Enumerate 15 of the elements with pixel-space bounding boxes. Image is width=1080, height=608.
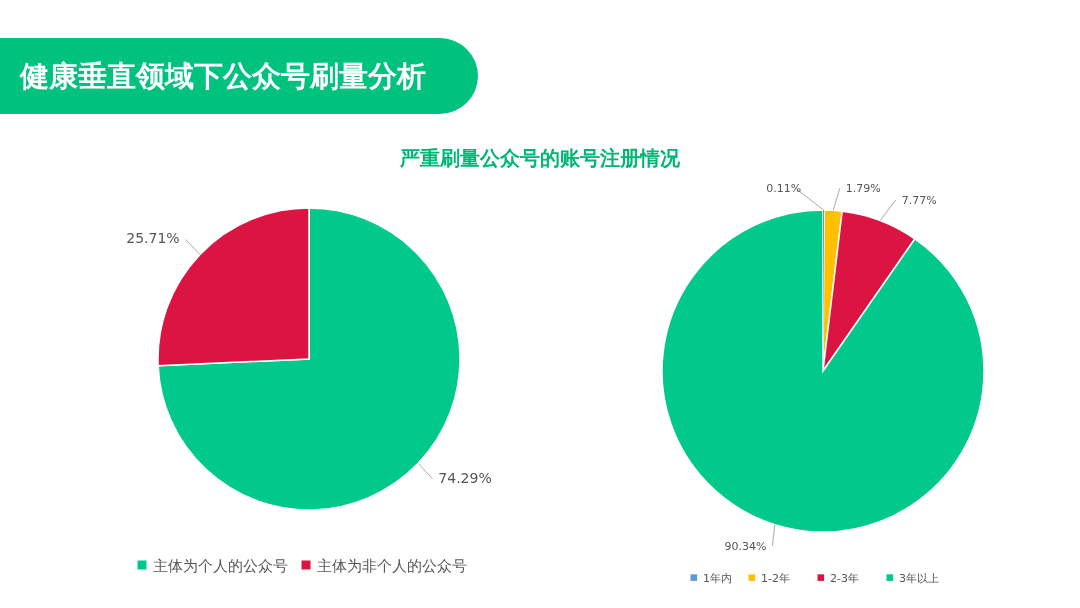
legend-label: 主体为非个人的公众号 xyxy=(316,557,467,575)
legend-label: 3年以上 xyxy=(899,572,940,585)
data-label: 1.79% xyxy=(845,182,881,196)
data-label: 90.34% xyxy=(724,539,767,553)
data-label: 7.77% xyxy=(901,193,937,207)
legend-label: 2-3年 xyxy=(830,572,860,585)
legend-label: 1-2年 xyxy=(761,572,791,585)
legend-label: 1年内 xyxy=(703,572,733,585)
pie-slice xyxy=(661,209,985,533)
data-label: 25.71% xyxy=(126,230,180,247)
text: 严重刷量公众号的账号注册情况 xyxy=(399,146,681,170)
data-label: 74.29% xyxy=(438,469,492,486)
chart-title: 健康垂直领域下公众号刷量分析 xyxy=(19,59,426,93)
legend-label: 主体为个人的公众号 xyxy=(152,557,288,575)
data-label: 0.11% xyxy=(766,182,802,195)
